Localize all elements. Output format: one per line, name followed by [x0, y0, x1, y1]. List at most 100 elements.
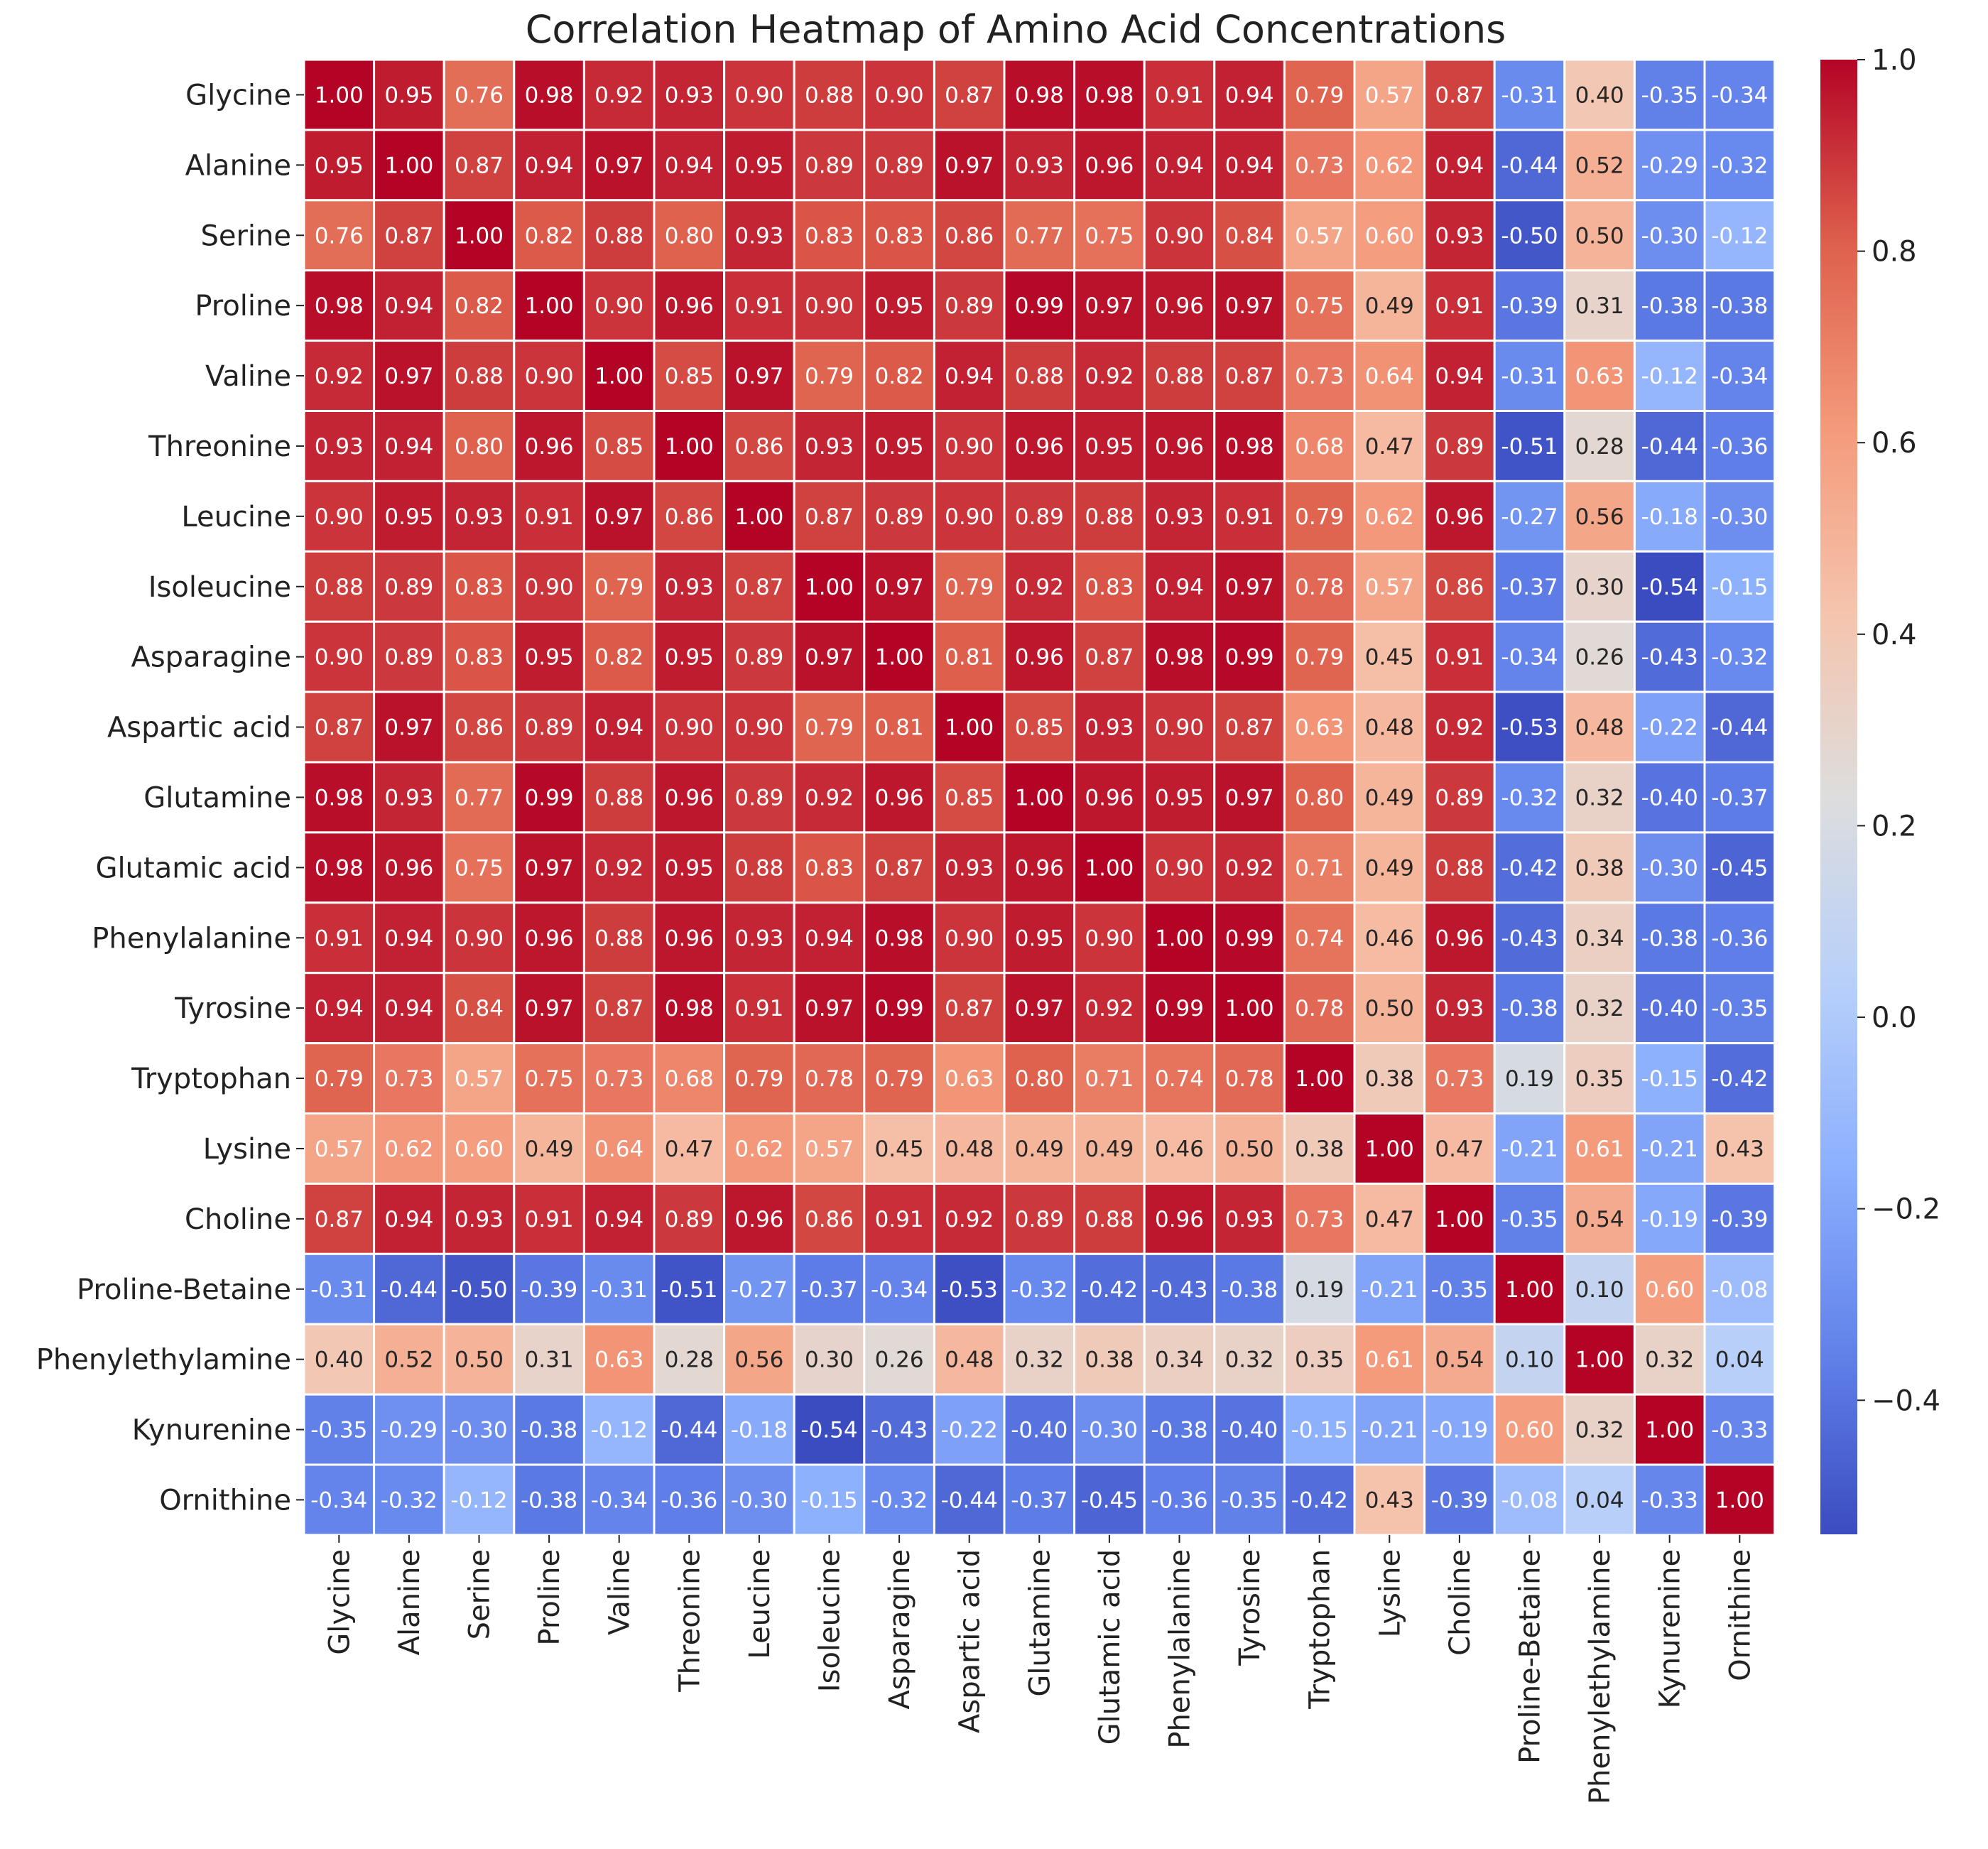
cell-value-label: 0.90	[525, 364, 574, 389]
cell-value-label: 0.93	[455, 504, 504, 530]
cell-value-label: 0.89	[1435, 434, 1484, 460]
heatmap-cell	[1423, 410, 1496, 482]
cell-value-label: 0.32	[1225, 1348, 1274, 1373]
cell-value-label: -0.33	[1641, 1487, 1698, 1513]
heatmap-cell	[442, 831, 516, 904]
heatmap-cell	[1073, 340, 1146, 413]
row-labels: Glycine Alanine Serine Proline Valine Threoni…	[36, 79, 304, 1517]
heatmap-cell	[723, 410, 795, 482]
heatmap-cell	[1003, 199, 1076, 272]
cell-value-label: -0.12	[591, 1418, 648, 1443]
heatmap-cell	[1423, 1393, 1496, 1466]
column-label: Glycine	[323, 1549, 356, 1655]
cell-value-label: 0.89	[384, 575, 433, 600]
heatmap-cell	[1073, 1252, 1146, 1325]
heatmap-cell	[1283, 550, 1356, 623]
cell-value-label: 1.00	[1645, 1418, 1694, 1443]
heatmap-cell	[373, 129, 445, 202]
cell-value-label: 0.97	[1015, 996, 1064, 1021]
row-label: Valine	[205, 360, 291, 393]
cell-value-label: -0.43	[1501, 926, 1558, 951]
cell-value-label: 0.86	[665, 504, 714, 530]
cell-value-label: -0.12	[1711, 223, 1768, 249]
heatmap-cell	[1703, 1182, 1776, 1255]
colorbar: 1.0 0.8 0.6 0.4 0.2 0.0 −0.2 −0.4	[1820, 44, 1940, 1534]
heatmap-cell	[1703, 831, 1776, 904]
heatmap-cell	[1563, 550, 1636, 623]
cell-value-label: -0.29	[381, 1418, 438, 1443]
heatmap-cell	[303, 550, 376, 623]
cell-value-label: 0.46	[1155, 1137, 1204, 1162]
cell-value-label: 0.97	[1225, 575, 1274, 600]
heatmap-cell	[513, 340, 585, 413]
cell-value-label: 0.95	[1085, 434, 1134, 460]
colorbar-tick-label: 0.6	[1872, 427, 1917, 460]
cell-value-label: 1.00	[734, 504, 783, 530]
cell-value-label: 1.00	[945, 715, 994, 741]
cell-value-label: 0.95	[734, 153, 783, 178]
heatmap-cell	[1213, 1112, 1286, 1185]
cell-value-label: -0.39	[1501, 293, 1558, 319]
cell-value-label: 0.87	[315, 715, 364, 741]
cell-value-label: -0.15	[1641, 1066, 1698, 1092]
heatmap-cell	[513, 831, 585, 904]
cell-value-label: 0.96	[665, 926, 714, 951]
cell-value-label: 0.49	[1365, 785, 1414, 810]
cell-value-label: -0.32	[1501, 785, 1558, 810]
cell-value-label: 0.43	[1715, 1137, 1764, 1162]
cell-value-label: -0.53	[941, 1277, 998, 1303]
cell-value-label: 0.91	[525, 504, 574, 530]
cell-value-label: 0.98	[525, 82, 574, 108]
heatmap-cell	[723, 761, 795, 834]
cell-value-label: 0.88	[455, 364, 504, 389]
cell-value-label: 1.00	[594, 364, 643, 389]
cell-value-label: 0.91	[875, 1207, 924, 1232]
cell-value-label: 0.96	[1155, 293, 1204, 319]
heatmap-cell	[1003, 972, 1076, 1045]
cell-value-label: 0.93	[1155, 504, 1204, 530]
cell-value-label: 0.96	[665, 293, 714, 319]
cell-value-label: 1.00	[1155, 926, 1204, 951]
heatmap-cell	[1493, 269, 1566, 342]
cell-value-label: 0.93	[455, 1207, 504, 1232]
heatmap-cell	[1283, 972, 1356, 1045]
cell-value-label: 0.57	[455, 1066, 504, 1092]
cell-value-label: 0.84	[455, 996, 504, 1021]
cell-value-label: 0.56	[1575, 504, 1624, 530]
column-label: Tyrosine	[1234, 1549, 1266, 1666]
cell-value-label: 0.97	[805, 645, 854, 671]
heatmap-cell	[1563, 831, 1636, 904]
cell-value-label: -0.39	[1711, 1207, 1768, 1232]
cell-value-label: -0.35	[1641, 82, 1698, 108]
cell-value-label: 0.94	[384, 1207, 433, 1232]
heatmap-cell	[1283, 831, 1356, 904]
cell-value-label: 0.92	[1085, 364, 1134, 389]
heatmap-cell	[1143, 620, 1216, 693]
heatmap-cell	[1703, 972, 1776, 1045]
cell-value-label: 0.90	[1155, 855, 1204, 881]
cell-value-label: 0.82	[455, 293, 504, 319]
heatmap-cell	[1073, 269, 1146, 342]
cell-value-label: 0.93	[1225, 1207, 1274, 1232]
cell-value-label: 0.04	[1715, 1348, 1764, 1373]
heatmap-cell	[1003, 269, 1076, 342]
cell-value-label: -0.44	[1501, 153, 1558, 178]
cell-value-label: 0.94	[315, 996, 364, 1021]
cell-value-label: 0.62	[734, 1137, 783, 1162]
cell-value-label: 0.87	[1225, 715, 1274, 741]
cell-value-label: 0.83	[805, 855, 854, 881]
cell-value-label: 0.10	[1505, 1348, 1554, 1373]
cell-value-label: 0.96	[525, 434, 574, 460]
heatmap-cell	[582, 972, 656, 1045]
cell-value-label: 0.49	[1085, 1137, 1134, 1162]
cell-value-label: 0.74	[1295, 926, 1344, 951]
cell-value-label: 0.93	[1435, 996, 1484, 1021]
cell-value-label: 0.96	[1435, 926, 1484, 951]
heatmap-cell	[1353, 410, 1426, 482]
heatmap-cell	[582, 831, 656, 904]
cell-value-label: 0.88	[1155, 364, 1204, 389]
cell-value-label: -0.19	[1641, 1207, 1698, 1232]
cell-value-label: 0.47	[1435, 1137, 1484, 1162]
cell-value-label: -0.50	[1501, 223, 1558, 249]
